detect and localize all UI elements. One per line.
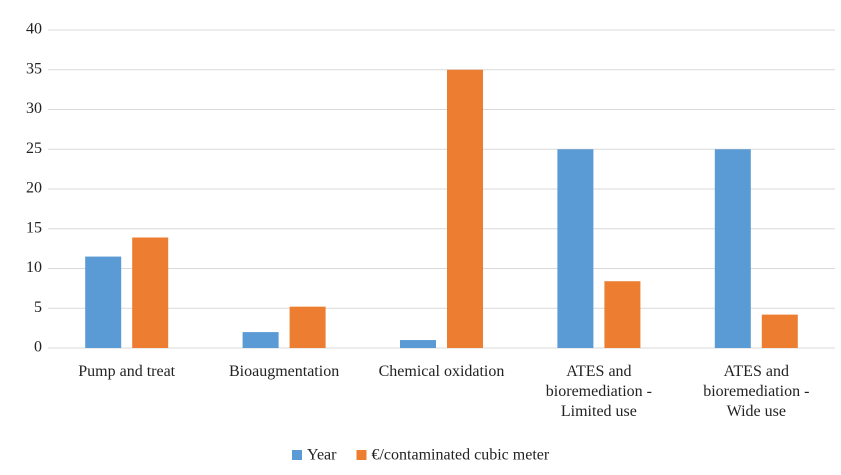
y-tick-label: 30 [26, 100, 42, 117]
bar [242, 332, 279, 348]
bar [132, 237, 169, 348]
x-tick-label: Chemical oxidation [378, 363, 505, 380]
y-tick-label: 40 [26, 21, 42, 38]
x-tick-label: ATES and bioremediation - Limited use [545, 363, 652, 420]
bar [714, 149, 751, 348]
bar [289, 306, 326, 348]
bar [604, 281, 641, 348]
y-tick-label: 15 [26, 219, 42, 236]
bar [85, 256, 122, 348]
y-tick-label: 20 [26, 180, 42, 197]
bar [447, 69, 483, 348]
x-tick-label: Pump and treat [78, 363, 176, 380]
x-tick-label: ATES and bioremediation - Wide use [703, 363, 810, 420]
bar [400, 340, 436, 348]
y-tick-label: 35 [26, 60, 42, 77]
bar [557, 149, 594, 348]
x-tick-label: Bioaugmentation [228, 363, 340, 380]
y-tick-label: 0 [34, 339, 42, 356]
y-tick-label: 25 [26, 140, 42, 157]
legend-label: Year [307, 447, 337, 464]
legend-label: €/contaminated cubic meter [371, 447, 549, 464]
y-tick-label: 5 [34, 299, 42, 316]
legend-swatch [356, 450, 367, 460]
legend-swatch [292, 450, 302, 460]
y-tick-label: 10 [26, 259, 42, 276]
bar [761, 314, 798, 348]
